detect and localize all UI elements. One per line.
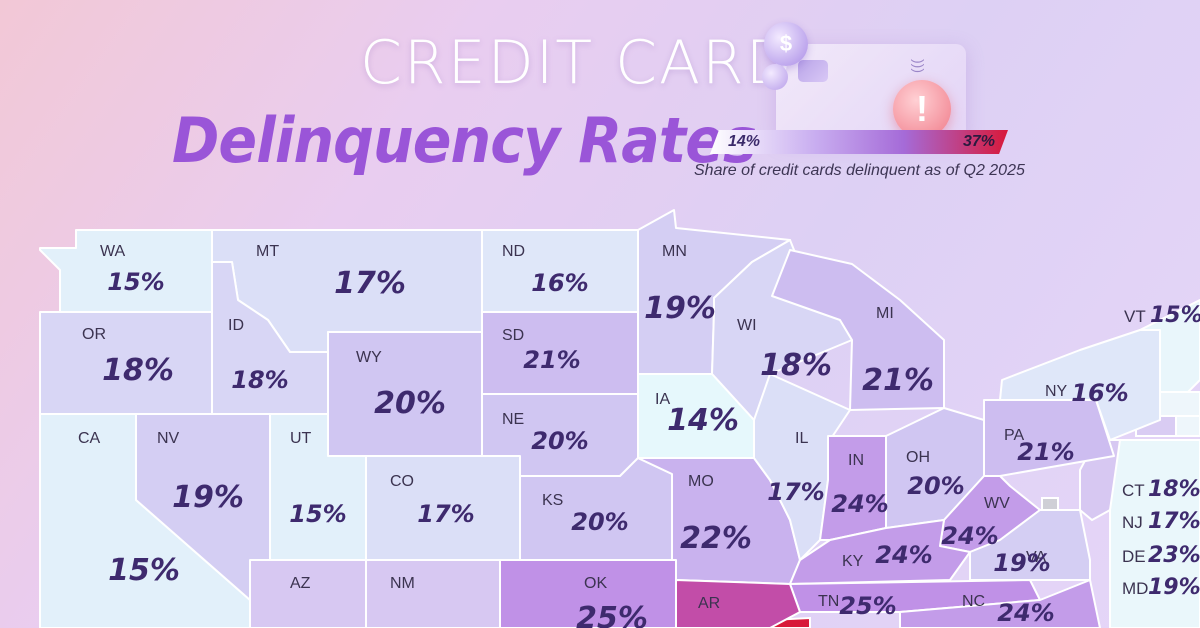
state-abbr-ia: IA bbox=[655, 391, 670, 408]
state-abbr-ks: KS bbox=[542, 492, 563, 509]
state-value-nc: 24% bbox=[997, 599, 1054, 627]
state-abbr-sd: SD bbox=[502, 327, 524, 344]
legend-min-label: 14% bbox=[728, 133, 761, 150]
state-value-il: 17% bbox=[767, 478, 824, 506]
state-abbr-oh: OH bbox=[906, 449, 930, 466]
state-value-nd: 16% bbox=[531, 269, 588, 297]
state-value-ne: 20% bbox=[531, 427, 588, 455]
ne-value-nj: 17% bbox=[1148, 509, 1200, 534]
state-abbr-ar: AR bbox=[698, 595, 720, 612]
state-abbr-ny: NY bbox=[1045, 383, 1068, 400]
state-value-pa: 21% bbox=[1017, 438, 1074, 466]
state-shape-nm[interactable] bbox=[365, 559, 501, 628]
state-value-mo: 22% bbox=[680, 521, 752, 556]
alert-icon: ! bbox=[893, 80, 951, 138]
state-value-mi: 21% bbox=[862, 363, 934, 398]
state-value-co: 17% bbox=[417, 500, 474, 528]
state-value-ky: 24% bbox=[875, 541, 932, 569]
state-value-wy: 20% bbox=[374, 386, 446, 421]
state-abbr-mi: MI bbox=[876, 305, 894, 322]
state-abbr-va: VA bbox=[1026, 549, 1046, 566]
state-abbr-pa: PA bbox=[1004, 427, 1024, 444]
state-abbr-il: IL bbox=[795, 430, 808, 447]
state-value-nv: 19% bbox=[172, 480, 244, 515]
state-value-va: 19% bbox=[993, 549, 1050, 577]
ne-value-md: 19% bbox=[1148, 575, 1200, 600]
ne-abbr-ct: CT bbox=[1122, 481, 1145, 500]
state-shape-ky[interactable] bbox=[789, 519, 971, 585]
state-abbr-ut: UT bbox=[290, 430, 312, 447]
ne-abbr-vt: VT bbox=[1124, 307, 1146, 326]
state-abbr-mn: MN bbox=[662, 243, 687, 260]
state-shape-nc[interactable] bbox=[899, 579, 1101, 628]
legend-caption: Share of credit cards delinquent as of Q… bbox=[694, 162, 1025, 179]
ne-value-vt: 15% bbox=[1150, 303, 1200, 328]
state-abbr-or: OR bbox=[82, 326, 106, 343]
state-value-ia: 14% bbox=[667, 403, 739, 438]
state-abbr-nm: NM bbox=[390, 575, 415, 592]
state-abbr-ca: CA bbox=[78, 430, 101, 447]
state-value-ks: 20% bbox=[571, 508, 628, 536]
state-abbr-co: CO bbox=[390, 473, 414, 490]
title-line-1: CREDIT CARD bbox=[360, 28, 794, 98]
state-value-sd: 21% bbox=[523, 346, 580, 374]
state-abbr-in: IN bbox=[848, 452, 864, 469]
state-shape-az[interactable] bbox=[249, 559, 367, 628]
ne-value-de: 23% bbox=[1148, 543, 1200, 568]
state-value-tn: 25% bbox=[839, 592, 896, 620]
state-value-ny: 16% bbox=[1071, 379, 1128, 407]
state-value-wv: 24% bbox=[941, 522, 998, 550]
region-shape-extra bbox=[1109, 439, 1200, 628]
ne-value-ct: 18% bbox=[1148, 477, 1200, 502]
state-abbr-wy: WY bbox=[356, 349, 382, 366]
state-value-mn: 19% bbox=[644, 291, 716, 326]
state-abbr-mt: MT bbox=[256, 243, 279, 260]
state-abbr-id: ID bbox=[228, 317, 244, 334]
state-abbr-mo: MO bbox=[688, 473, 714, 490]
state-value-id: 18% bbox=[231, 366, 288, 394]
state-value-oh: 20% bbox=[907, 472, 964, 500]
state-shape-ar[interactable] bbox=[675, 579, 801, 628]
ne-abbr-md: MD bbox=[1122, 579, 1148, 598]
state-abbr-nc: NC bbox=[962, 593, 985, 610]
state-shape-mi[interactable] bbox=[771, 249, 945, 411]
state-abbr-wa: WA bbox=[100, 243, 126, 260]
legend-max-label: 37% bbox=[963, 133, 996, 150]
state-abbr-wv: WV bbox=[984, 495, 1010, 512]
state-abbr-ky: KY bbox=[842, 553, 864, 570]
state-abbr-nd: ND bbox=[502, 243, 525, 260]
legend-gradient-bar bbox=[710, 130, 1008, 154]
small-coin-icon bbox=[762, 64, 788, 90]
region-shape-extra bbox=[1175, 415, 1200, 437]
state-value-mt: 17% bbox=[334, 266, 406, 301]
state-shape-ny[interactable] bbox=[999, 329, 1161, 441]
state-value-wa: 15% bbox=[107, 268, 164, 296]
state-abbr-ne: NE bbox=[502, 411, 524, 428]
state-value-ok: 25% bbox=[576, 601, 648, 628]
state-value-in: 24% bbox=[831, 490, 888, 518]
state-value-or: 18% bbox=[102, 353, 174, 388]
state-value-ut: 15% bbox=[289, 500, 346, 528]
ne-abbr-nj: NJ bbox=[1122, 513, 1143, 532]
state-abbr-ok: OK bbox=[584, 575, 607, 592]
state-value-wi: 18% bbox=[760, 348, 832, 383]
card-chip-icon bbox=[798, 60, 828, 82]
dollar-coin-icon: $ bbox=[764, 22, 808, 66]
title-line-2: Delinquency Rates bbox=[172, 104, 757, 177]
state-abbr-tn: TN bbox=[818, 593, 839, 610]
ne-abbr-de: DE bbox=[1122, 547, 1146, 566]
state-value-ca: 15% bbox=[108, 553, 180, 588]
state-abbr-wi: WI bbox=[737, 317, 757, 334]
state-abbr-nv: NV bbox=[157, 430, 180, 447]
state-abbr-az: AZ bbox=[290, 575, 311, 592]
contactless-icon: ))) bbox=[911, 59, 927, 73]
